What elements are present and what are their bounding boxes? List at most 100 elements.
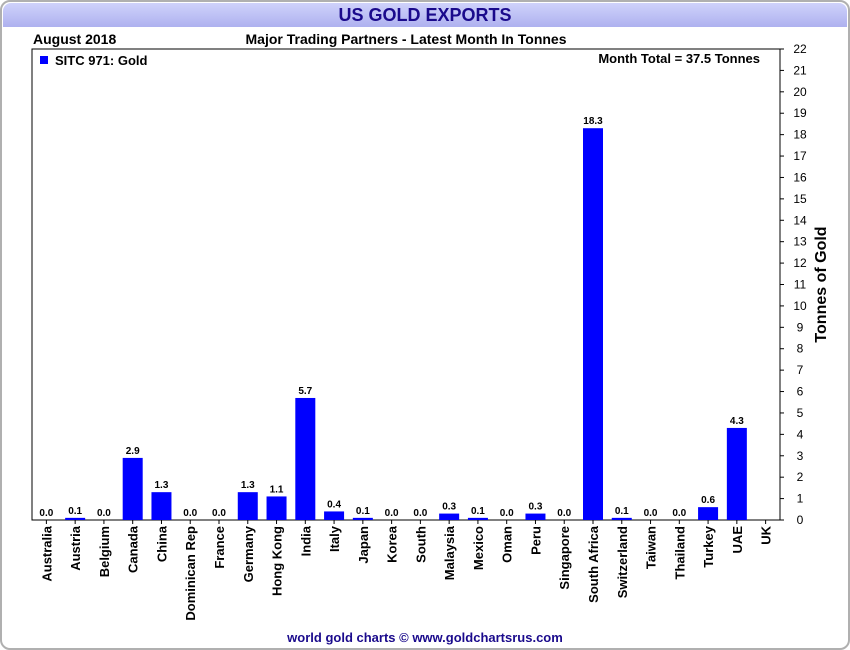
x-tick-label: Switzerland — [615, 526, 630, 598]
y-tick-label: 4 — [797, 427, 804, 441]
y-tick-label: 18 — [793, 128, 807, 142]
data-label: 0.1 — [356, 506, 370, 517]
x-tick-label: UAE — [730, 526, 745, 554]
y-tick-label: 1 — [797, 492, 804, 506]
bar-south-africa — [583, 128, 603, 521]
x-tick-label: South Africa — [586, 525, 601, 603]
y-tick-label: 12 — [793, 256, 807, 270]
data-label: 0.0 — [39, 508, 53, 519]
x-tick-label: Japan — [356, 526, 371, 564]
bar-hong-kong — [266, 496, 287, 520]
y-tick-label: 10 — [793, 299, 807, 313]
x-tick-label: Germany — [241, 525, 256, 582]
y-tick-label: 20 — [793, 85, 807, 99]
data-label: 0.3 — [442, 502, 456, 513]
bar-china — [151, 492, 172, 520]
data-label: 0.0 — [212, 508, 226, 519]
data-label: 0.1 — [68, 506, 82, 517]
x-tick-label: UK — [759, 525, 774, 544]
y-tick-label: 14 — [793, 213, 807, 227]
bar-peru — [525, 513, 546, 520]
x-tick-label: India — [298, 525, 313, 556]
x-tick-label: Italy — [327, 525, 342, 552]
y-tick-label: 7 — [797, 363, 804, 377]
y-tick-label: 5 — [797, 406, 804, 420]
data-label: 0.6 — [701, 495, 715, 506]
y-tick-label: 19 — [793, 106, 807, 120]
y-tick-label: 15 — [793, 192, 807, 206]
bar-canada — [122, 457, 143, 520]
x-tick-label: Peru — [528, 526, 543, 555]
data-label: 0.4 — [327, 499, 341, 510]
data-label: 0.0 — [385, 508, 399, 519]
bar-switzerland — [611, 517, 632, 520]
bars-group — [65, 128, 747, 521]
y-tick-label: 3 — [797, 449, 804, 463]
y-tick-label: 22 — [793, 42, 807, 56]
data-label: 0.0 — [557, 508, 571, 519]
y-tick-label: 0 — [797, 513, 804, 527]
data-label: 0.0 — [672, 508, 686, 519]
bar-uae — [726, 427, 747, 520]
y-tick-label: 13 — [793, 235, 807, 249]
date-label: August 2018 — [33, 31, 117, 47]
x-tick-label: South — [413, 526, 428, 563]
x-tick-label: Turkey — [701, 525, 716, 567]
bar-india — [295, 397, 316, 520]
legend: SITC 971: Gold — [40, 53, 148, 68]
data-label: 5.7 — [298, 386, 312, 397]
data-label: 1.3 — [241, 480, 255, 491]
x-tick-labels: Australia Austria Belgium Canada China Domini… — [39, 520, 774, 621]
data-label: 0.1 — [471, 506, 485, 517]
y-tick-label: 2 — [797, 470, 804, 484]
x-tick-label: Austria — [68, 525, 83, 571]
bar-germany — [237, 492, 258, 520]
y-axis-label: Tonnes of Gold — [813, 226, 830, 342]
y-tick-label: 9 — [797, 320, 804, 334]
data-label: 0.0 — [97, 508, 111, 519]
x-tick-label: China — [154, 525, 169, 562]
x-tick-label: Thailand — [672, 526, 687, 580]
data-label: 1.1 — [270, 484, 284, 495]
bar-austria — [65, 517, 86, 520]
x-tick-label: Belgium — [97, 526, 112, 577]
bar-mexico — [467, 517, 488, 520]
plot-area — [31, 48, 781, 521]
chart-title: US GOLD EXPORTS — [338, 5, 512, 25]
data-label: 18.3 — [583, 116, 603, 127]
y-tick-label: 11 — [794, 278, 807, 292]
x-tick-label: Mexico — [471, 526, 486, 570]
x-tick-label: Canada — [126, 525, 141, 573]
data-label: 4.3 — [730, 416, 744, 427]
chart-subtitle: Major Trading Partners - Latest Month In… — [245, 31, 567, 47]
x-tick-label: Malaysia — [442, 525, 457, 580]
y-tick-label: 8 — [797, 342, 804, 356]
legend-swatch — [40, 56, 48, 64]
y-tick-label: 17 — [793, 149, 807, 163]
data-label: 0.1 — [615, 506, 629, 517]
x-tick-label: Australia — [39, 525, 54, 581]
data-label: 0.3 — [529, 502, 543, 513]
month-total-annotation: Month Total = 37.5 Tonnes — [598, 51, 760, 66]
x-tick-label: Hong Kong — [270, 526, 285, 596]
bar-italy — [324, 511, 345, 520]
legend-label: SITC 971: Gold — [55, 53, 148, 68]
y-tick-label: 16 — [793, 170, 807, 184]
footer-credit: world gold charts © www.goldchartsrus.co… — [287, 630, 563, 645]
x-tick-label: Taiwan — [644, 526, 659, 569]
y-tick-label: 21 — [793, 63, 807, 77]
data-label: 2.9 — [126, 446, 140, 457]
x-tick-label: Dominican Rep — [183, 526, 198, 621]
x-tick-label: Singapore — [557, 526, 572, 590]
data-label: 0.0 — [413, 508, 427, 519]
bar-japan — [352, 517, 373, 520]
data-label: 0.0 — [500, 508, 514, 519]
bar-malaysia — [439, 513, 460, 520]
data-label: 0.0 — [183, 508, 197, 519]
x-tick-label: Oman — [500, 526, 515, 563]
data-label: 0.0 — [644, 508, 658, 519]
x-tick-label: Korea — [385, 525, 400, 563]
